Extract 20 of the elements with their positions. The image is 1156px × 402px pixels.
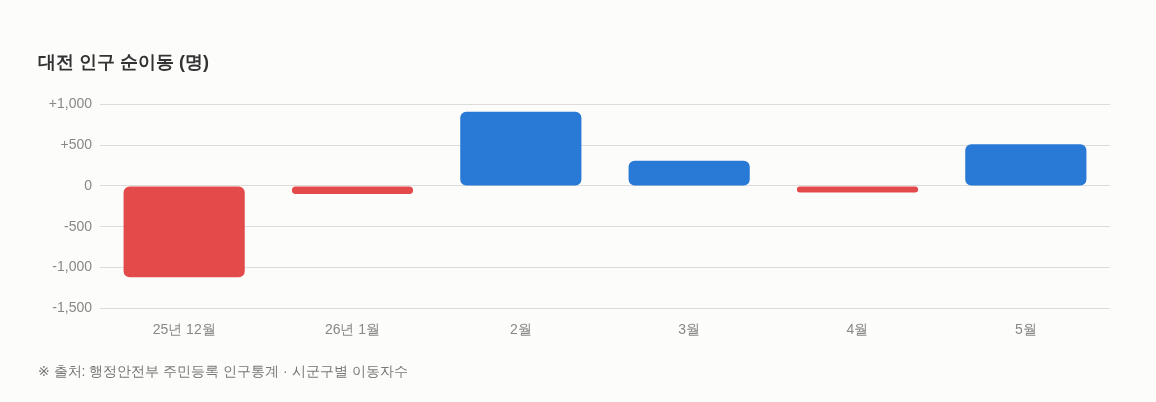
chart-title: 대전 인구 순이동 (명) xyxy=(38,51,209,74)
bar xyxy=(628,160,750,186)
x-tick-label: 3월 xyxy=(678,321,701,338)
bar xyxy=(291,186,414,195)
x-tick-label: 2월 xyxy=(509,321,532,338)
y-tick-label: -1,000 xyxy=(52,258,93,275)
bar xyxy=(123,186,245,278)
x-tick-label: 4월 xyxy=(846,321,869,338)
bar xyxy=(460,111,582,186)
text: ※ 출처: 행정안전부 주민등록 인구통계 · 시군구별 이동자수 xyxy=(38,363,408,381)
x-tick-label: 26년 1월 xyxy=(324,321,381,338)
y-tick-label: 0 xyxy=(84,176,93,193)
bar xyxy=(796,186,919,193)
y-tick-label: +500 xyxy=(60,136,93,153)
x-tick-label: 5월 xyxy=(1014,321,1037,338)
y-tick-label: -500 xyxy=(63,217,93,234)
y-tick-label: -1,500 xyxy=(52,299,93,316)
bar xyxy=(965,144,1087,186)
x-tick-label: 25년 12월 xyxy=(152,321,216,338)
y-tick-label: +1,000 xyxy=(48,95,93,112)
